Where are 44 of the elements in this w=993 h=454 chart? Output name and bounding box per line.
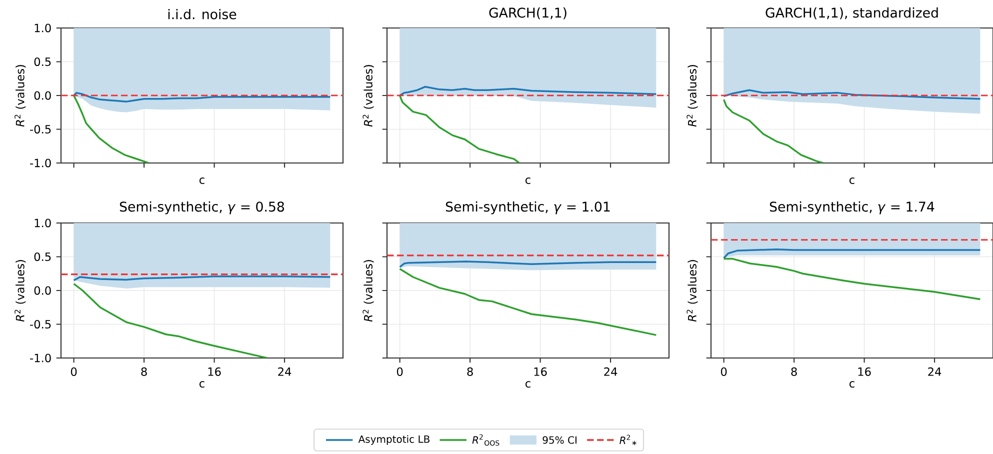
- y-axis-title: R$^{2}$ (values): [14, 65, 26, 127]
- y-tick-label: -1.0: [30, 158, 51, 168]
- chart-title: Semi-synthetic, γ = 1.74: [770, 201, 934, 214]
- y-tick-label: -1.0: [30, 354, 51, 362]
- y-tick-label: 0.5: [34, 57, 51, 66]
- x-axis-title: c: [526, 178, 530, 184]
- x-axis-title: c: [200, 381, 204, 388]
- x-tick-label: 16: [208, 367, 221, 376]
- y-axis-title: R$^{2}$ (values): [686, 65, 698, 127]
- y-axis-title: R$^{2}$ (values): [362, 260, 374, 322]
- x-tick-label: 8: [467, 367, 473, 376]
- chart-title: GARCH(1,1), standardized: [766, 7, 938, 20]
- line-series: [72, 282, 268, 358]
- x-tick-label: 16: [534, 367, 547, 376]
- y-tick-label: 0.0: [34, 286, 51, 295]
- x-tick-label: 0: [70, 367, 77, 376]
- x-tick-label: 0: [396, 367, 403, 376]
- text: 95% CI: [542, 436, 576, 444]
- x-tick-label: 8: [791, 367, 797, 376]
- y-tick-label: 0.0: [34, 91, 51, 100]
- x-tick-label: 24: [278, 367, 292, 376]
- y-axis-title: R$^{2}$ (values): [362, 65, 374, 127]
- legend-label: Asymptotic LB: [358, 435, 430, 445]
- y-tick-label: -0.5: [30, 320, 51, 329]
- y-tick-label: 1.0: [34, 218, 51, 228]
- line-series: [72, 94, 150, 163]
- x-tick-label: 24: [604, 367, 618, 376]
- chart-title: Semi-synthetic, γ = 0.58: [120, 201, 284, 214]
- y-axis-title: R$^{2}$ (values): [14, 260, 26, 322]
- x-tick-label: 16: [858, 367, 871, 376]
- x-axis-title: c: [850, 381, 854, 388]
- x-tick-label: 24: [928, 367, 942, 376]
- y-tick-label: 1.0: [34, 24, 51, 32]
- x-axis-title: c: [200, 178, 204, 184]
- chart-title: i.i.d. noise: [168, 8, 236, 20]
- y-axis-title: R$^{2}$ (values): [686, 260, 698, 322]
- y-tick-label: -0.5: [30, 124, 51, 134]
- x-axis-title: c: [850, 178, 854, 184]
- x-tick-label: 8: [141, 367, 147, 376]
- chart-title: GARCH(1,1): [489, 7, 566, 20]
- x-axis-title: c: [526, 381, 530, 388]
- chart-title: Semi-synthetic, γ = 1.01: [446, 201, 610, 214]
- y-tick-label: 0.5: [34, 252, 51, 262]
- x-tick-label: 0: [720, 367, 727, 376]
